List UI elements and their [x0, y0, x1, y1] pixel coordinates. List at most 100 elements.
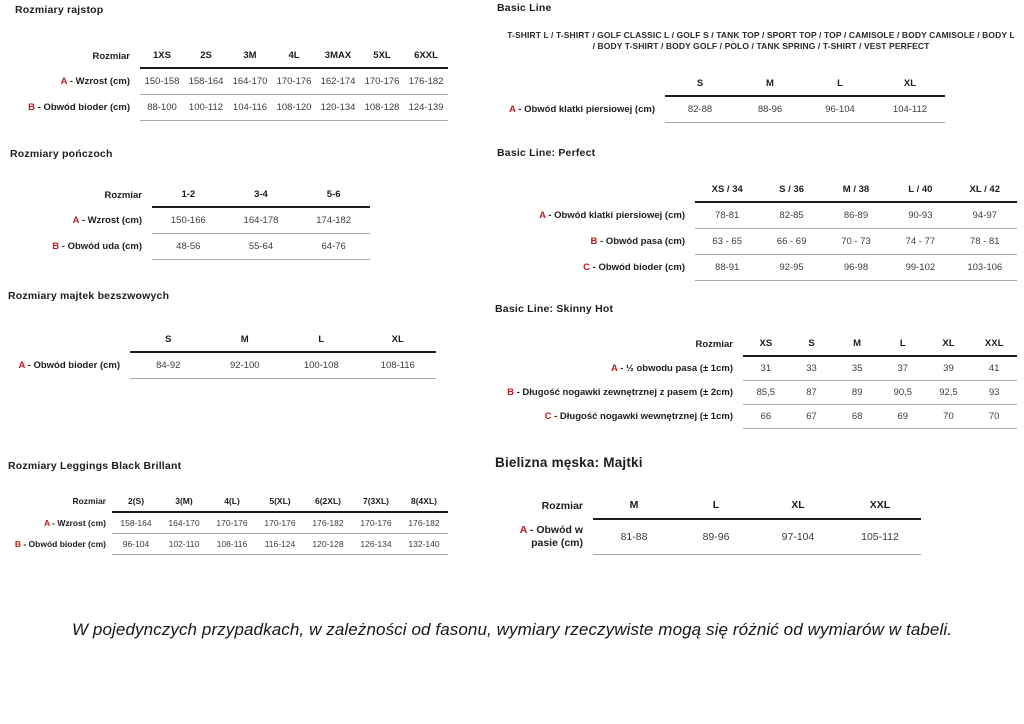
section-title-leggings: Rozmiary Leggings Black Brillant [8, 460, 182, 472]
corner-label: Rozmiar [695, 338, 733, 350]
size-value: 70 [925, 404, 972, 429]
column-header: L / 40 [888, 180, 953, 203]
column-header: 7(3XL) [352, 492, 400, 513]
column-header: XL / 42 [952, 180, 1017, 203]
size-table: S M L XL A - Obwód bioder (cm) 84-92 92-100 100… [8, 330, 436, 379]
size-value: 64-76 [297, 233, 370, 260]
row-label: B - Obwód bioder (cm) [14, 539, 106, 549]
size-value: 99-102 [888, 254, 953, 281]
measure-letter: B [28, 102, 35, 113]
size-value: 39 [925, 356, 972, 381]
measure-letter: A [610, 362, 618, 374]
size-value: 92-100 [206, 352, 283, 379]
size-table: Rozmiar 1-2 3-4 5-6 A - Wzrost (cm) 150-166 16… [10, 185, 370, 260]
measure-letter: B [14, 539, 21, 549]
size-value: 164-178 [224, 207, 298, 234]
size-value: 170-176 [360, 68, 404, 95]
measure-letter: B [52, 241, 60, 252]
table-row: A - Obwód klatki piersiowej (cm) 82-88 88-… [500, 96, 945, 123]
measure-letter: B [507, 387, 514, 398]
column-header: XS / 34 [695, 180, 760, 203]
column-header: M [834, 334, 880, 357]
measure-letter: A [60, 75, 68, 87]
size-value: 158-164 [184, 68, 228, 95]
column-header: 5-6 [297, 185, 370, 208]
size-value: 66 [743, 404, 789, 429]
size-value: 74 - 77 [888, 228, 953, 255]
size-value: 70 - 73 [823, 228, 889, 255]
size-value: 120-128 [304, 533, 352, 555]
row-label: A - Obwód klatki piersiowej (cm) [539, 209, 685, 221]
corner-label [520, 180, 695, 202]
row-label: C - Obwód bioder (cm) [583, 262, 685, 273]
measure-letter: A [539, 209, 546, 221]
size-value: 81-88 [593, 519, 675, 555]
rajstop-size-table: Rozmiar 1XS 2S 3M 4L 3MAX 5XL 6XXL A - Wzrost (c… [8, 46, 448, 121]
size-value: 89 [834, 380, 880, 405]
size-table: S M L XL A - Obwód klatki piersiowej (cm) 82-… [500, 74, 945, 123]
size-value: 69 [879, 404, 926, 429]
size-value: 70 [971, 404, 1017, 429]
section-title-basic-perfect: Basic Line: Perfect [497, 147, 596, 159]
size-table: Rozmiar XS S M L XL XXL A - ½ obwodu pasa (± 1c… [493, 334, 1017, 429]
section-title-rajstop: Rozmiary rajstop [15, 4, 104, 16]
size-value: 89-96 [675, 519, 757, 555]
size-value: 37 [879, 356, 926, 381]
row-label: A - ½ obwodu pasa (± 1cm) [610, 362, 733, 374]
section-title-bielizna-meska: Bielizna męska: Majtki [495, 455, 643, 470]
measure-letter: C [583, 262, 590, 273]
section-title-majtki-bezszwowe: Rozmiary majtek bezszwowych [8, 290, 170, 302]
column-header: 4L [272, 46, 316, 69]
table-row: A - Obwód w pasie (cm) 81-88 89-96 97-104 10… [497, 519, 921, 555]
size-value: 96-98 [823, 254, 889, 281]
size-value: 86-89 [823, 202, 889, 229]
majtki-bezszwowe-size-table: S M L XL A - Obwód bioder (cm) 84-92 92-100 100… [8, 330, 436, 379]
basic-perfect-size-table: XS / 34 S / 36 M / 38 L / 40 XL / 42 A - Obwó… [520, 180, 1017, 281]
table-row: C - Obwód bioder (cm) 88-91 92-95 96-98 99-1… [520, 254, 1017, 281]
size-value: 105-112 [839, 519, 921, 555]
size-value: 48-56 [152, 233, 225, 260]
size-value: 94-97 [952, 202, 1017, 229]
measure-letter: C [544, 411, 552, 422]
measure-letter: A [519, 523, 527, 536]
size-value: 170-176 [272, 68, 316, 95]
column-header: XS [743, 334, 789, 357]
size-value: 66 - 69 [759, 228, 824, 255]
corner-label [8, 330, 130, 352]
column-header: 1-2 [152, 185, 225, 208]
corner-label: Rozmiar [104, 189, 142, 201]
leggings-size-table: Rozmiar 2(S) 3(M) 4(L) 5(XL) 6(2XL) 7(3XL) 8(4X… [8, 492, 448, 555]
size-table: Rozmiar 1XS 2S 3M 4L 3MAX 5XL 6XXL A - Wzrost (c… [8, 46, 448, 121]
section-title-skinny-hot: Basic Line: Skinny Hot [495, 303, 614, 315]
size-value: 92,5 [925, 380, 972, 405]
column-header: L [675, 494, 757, 520]
table-row: B - Obwód bioder (cm) 88-100 100-112 104-11… [8, 94, 448, 121]
row-label: B - Obwód uda (cm) [52, 241, 142, 252]
column-header: M [206, 330, 283, 353]
ponczochy-size-table: Rozmiar 1-2 3-4 5-6 A - Wzrost (cm) 150-166 16… [10, 185, 370, 260]
footnote-text: W pojedynczych przypadkach, w zależności… [71, 620, 953, 639]
size-value: 82-85 [759, 202, 824, 229]
size-value: 102-110 [160, 533, 208, 555]
measure-letter: A [43, 517, 50, 528]
size-value: 150-158 [140, 68, 184, 95]
size-value: 176-182 [400, 512, 448, 534]
row-label: A - Obwód klatki piersiowej (cm) [509, 103, 655, 115]
size-value: 104-116 [228, 94, 272, 121]
row-label: A - Obwód w pasie (cm) [519, 523, 583, 549]
size-value: 92-95 [759, 254, 824, 281]
size-value: 170-176 [256, 512, 304, 534]
table-row: B - Długość nogawki zewnętrznej z pasem … [493, 380, 1017, 405]
table-row: B - Obwód bioder (cm) 96-104 102-110 108-11… [8, 533, 448, 555]
size-value: 93 [971, 380, 1017, 405]
size-value: 41 [971, 356, 1017, 381]
row-label: B - Długość nogawki zewnętrznej z pasem … [507, 387, 733, 398]
size-value: 78 - 81 [952, 228, 1017, 255]
size-table: Rozmiar 2(S) 3(M) 4(L) 5(XL) 6(2XL) 7(3XL) 8(4X… [8, 492, 448, 555]
column-header: 3MAX [316, 46, 360, 69]
size-value: 100-108 [283, 352, 360, 379]
size-value: 33 [788, 356, 835, 381]
row-label: B - Obwód pasa (cm) [590, 236, 686, 247]
size-value: 31 [743, 356, 789, 381]
